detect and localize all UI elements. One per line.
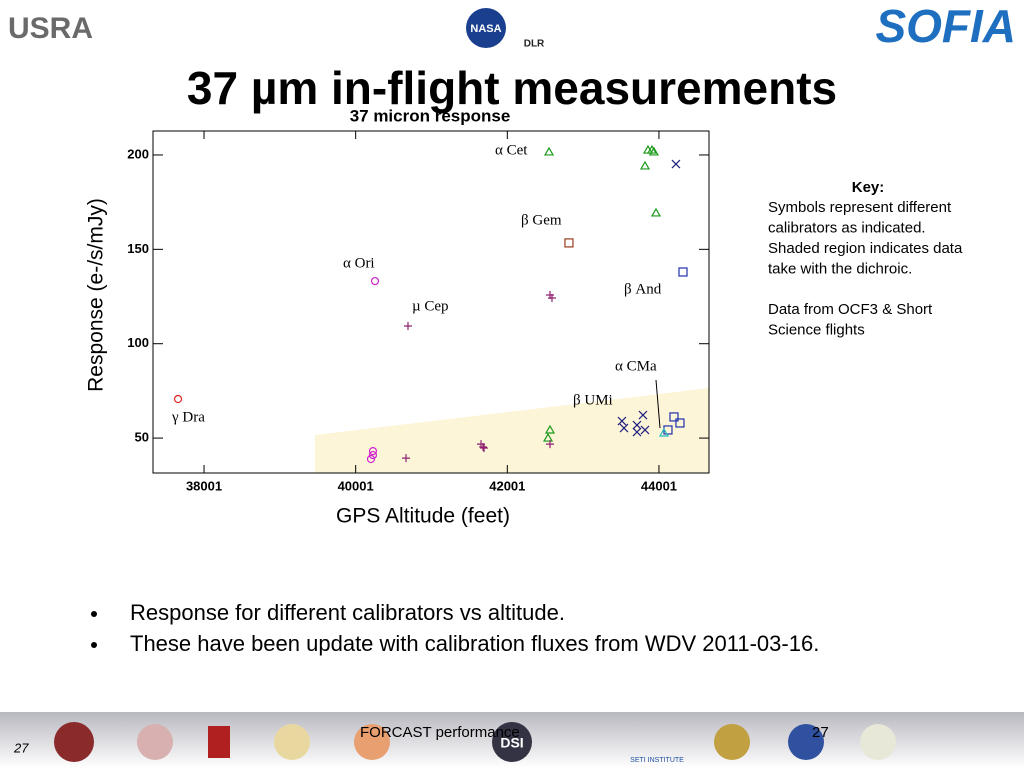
- key: Symbols represent different calibrators a…: [768, 199, 963, 339]
- point: [173, 394, 183, 404]
- point: [678, 267, 688, 277]
- point: [646, 144, 658, 154]
- key-line: Symbols represent different: [768, 199, 952, 216]
- logo-icon: [137, 724, 173, 760]
- point: [547, 294, 556, 303]
- logo-nasa: NASA: [470, 23, 501, 35]
- point: [564, 238, 574, 248]
- point: [546, 440, 555, 449]
- point: [403, 321, 412, 330]
- point: [648, 146, 659, 156]
- series-label: α Cet: [495, 142, 528, 158]
- point: [619, 423, 629, 433]
- plot: 38001 40001 42001 44001 50 100 150 200 α Cet β Ge…: [127, 131, 709, 493]
- series-label: µ Cep: [412, 298, 449, 314]
- point: [638, 410, 648, 420]
- nasa-badge: [466, 8, 506, 48]
- bullet-dot: [91, 611, 97, 617]
- logo-icon: [208, 726, 230, 758]
- key-title: Key:: [852, 179, 885, 196]
- logo-icon: [714, 724, 750, 760]
- point: [658, 427, 669, 437]
- series-label: γ Dra: [171, 409, 205, 425]
- logo-icon: [788, 724, 824, 760]
- logo-sofia: SOFIA: [875, 0, 1016, 52]
- logo-seti: SETI INSTITUTE: [630, 757, 684, 764]
- logo-icon: [354, 724, 390, 760]
- footer-text: FORCAST performance: [360, 724, 520, 741]
- key-line: take with the dichroic.: [768, 260, 912, 277]
- series-label: β Gem: [521, 212, 562, 228]
- bullets: Response for different calibrators vs al…: [91, 600, 819, 656]
- point: [480, 444, 489, 453]
- point: [617, 416, 627, 426]
- bullet-text: Response for different calibrators vs al…: [130, 600, 565, 625]
- logo-icon: [54, 722, 94, 762]
- point: [368, 450, 378, 460]
- dichroic-region: [315, 388, 709, 473]
- y-tick-label: 100: [127, 335, 149, 350]
- leader-line: [655, 379, 661, 429]
- point: [675, 418, 685, 428]
- footer-page: 27: [812, 724, 829, 741]
- logo-icon: [274, 724, 310, 760]
- point: [640, 425, 650, 435]
- x-tick-label: 38001: [186, 478, 222, 493]
- point: [370, 276, 380, 286]
- key-line: Science flights: [768, 321, 865, 338]
- series-label: α Ori: [343, 255, 375, 271]
- logo-icon: [860, 724, 896, 760]
- y-axis-label: Response (e-/s/mJy): [85, 198, 108, 392]
- point: [543, 146, 555, 156]
- point: [669, 412, 679, 422]
- y-tick-label: 50: [135, 430, 149, 445]
- y-tick-label: 150: [127, 241, 149, 256]
- slide-number: 27: [13, 740, 29, 755]
- point: [650, 207, 662, 217]
- logo-usra: USRA: [8, 12, 93, 45]
- x-tick-label: 42001: [489, 478, 525, 493]
- series-label: β And: [624, 281, 662, 297]
- logo-dlr: DLR: [524, 39, 545, 50]
- y-tick-label: 200: [127, 146, 149, 161]
- bullet-text: These have been update with calibration …: [130, 631, 819, 656]
- x-axis-label: GPS Altitude (feet): [336, 505, 510, 528]
- point: [671, 159, 681, 169]
- key-line: Data from OCF3 & Short: [768, 301, 933, 318]
- slide-title: 37 µm in-flight measurements: [187, 62, 837, 114]
- bullet-dot: [91, 642, 97, 648]
- key-line: calibrators as indicated.: [768, 219, 926, 236]
- logo-dsi: DSI: [500, 735, 523, 751]
- chart-title: 37 micron response: [350, 106, 511, 125]
- point: [639, 160, 651, 170]
- plot-frame: [152, 130, 710, 474]
- key-line: Shaded region indicates data: [768, 240, 963, 257]
- logo-icon: [492, 722, 532, 762]
- point: [366, 454, 376, 464]
- point: [632, 427, 642, 437]
- point: [632, 420, 642, 430]
- point: [544, 424, 556, 434]
- point: [402, 454, 411, 463]
- series-label: β UMi: [573, 392, 613, 408]
- x-tick-label: 44001: [641, 478, 677, 493]
- x-tick-label: 40001: [338, 478, 374, 493]
- series-label: α CMa: [615, 358, 657, 374]
- point: [479, 442, 488, 451]
- point: [368, 447, 378, 456]
- point: [542, 432, 554, 442]
